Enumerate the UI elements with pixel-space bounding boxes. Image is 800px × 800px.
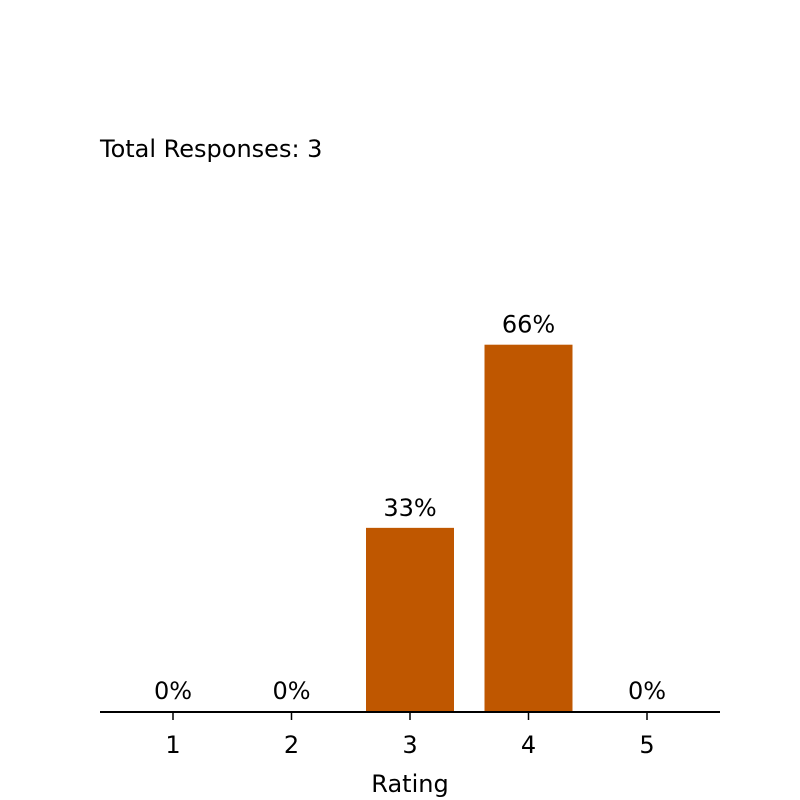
data-labels-group: 0% 0% 33% 66% 0%	[154, 311, 666, 705]
x-tick-label-1: 1	[165, 731, 180, 759]
bar-4	[484, 344, 573, 711]
x-tick-label-4: 4	[521, 731, 536, 759]
bar-3	[366, 527, 454, 711]
x-tick-label-5: 5	[639, 731, 654, 759]
data-label-2: 0%	[272, 677, 310, 705]
data-label-5: 0%	[628, 677, 666, 705]
data-label-3: 33%	[383, 494, 436, 522]
x-tick-label-2: 2	[284, 731, 299, 759]
x-axis-label: Rating	[371, 770, 448, 798]
total-responses-annotation: Total Responses: 3	[99, 135, 322, 163]
x-tick-label-3: 3	[402, 731, 417, 759]
bars-group	[366, 344, 573, 711]
data-label-4: 66%	[502, 311, 555, 339]
x-ticks-group: 1 2 3 4 5	[165, 712, 655, 759]
data-label-1: 0%	[154, 677, 192, 705]
